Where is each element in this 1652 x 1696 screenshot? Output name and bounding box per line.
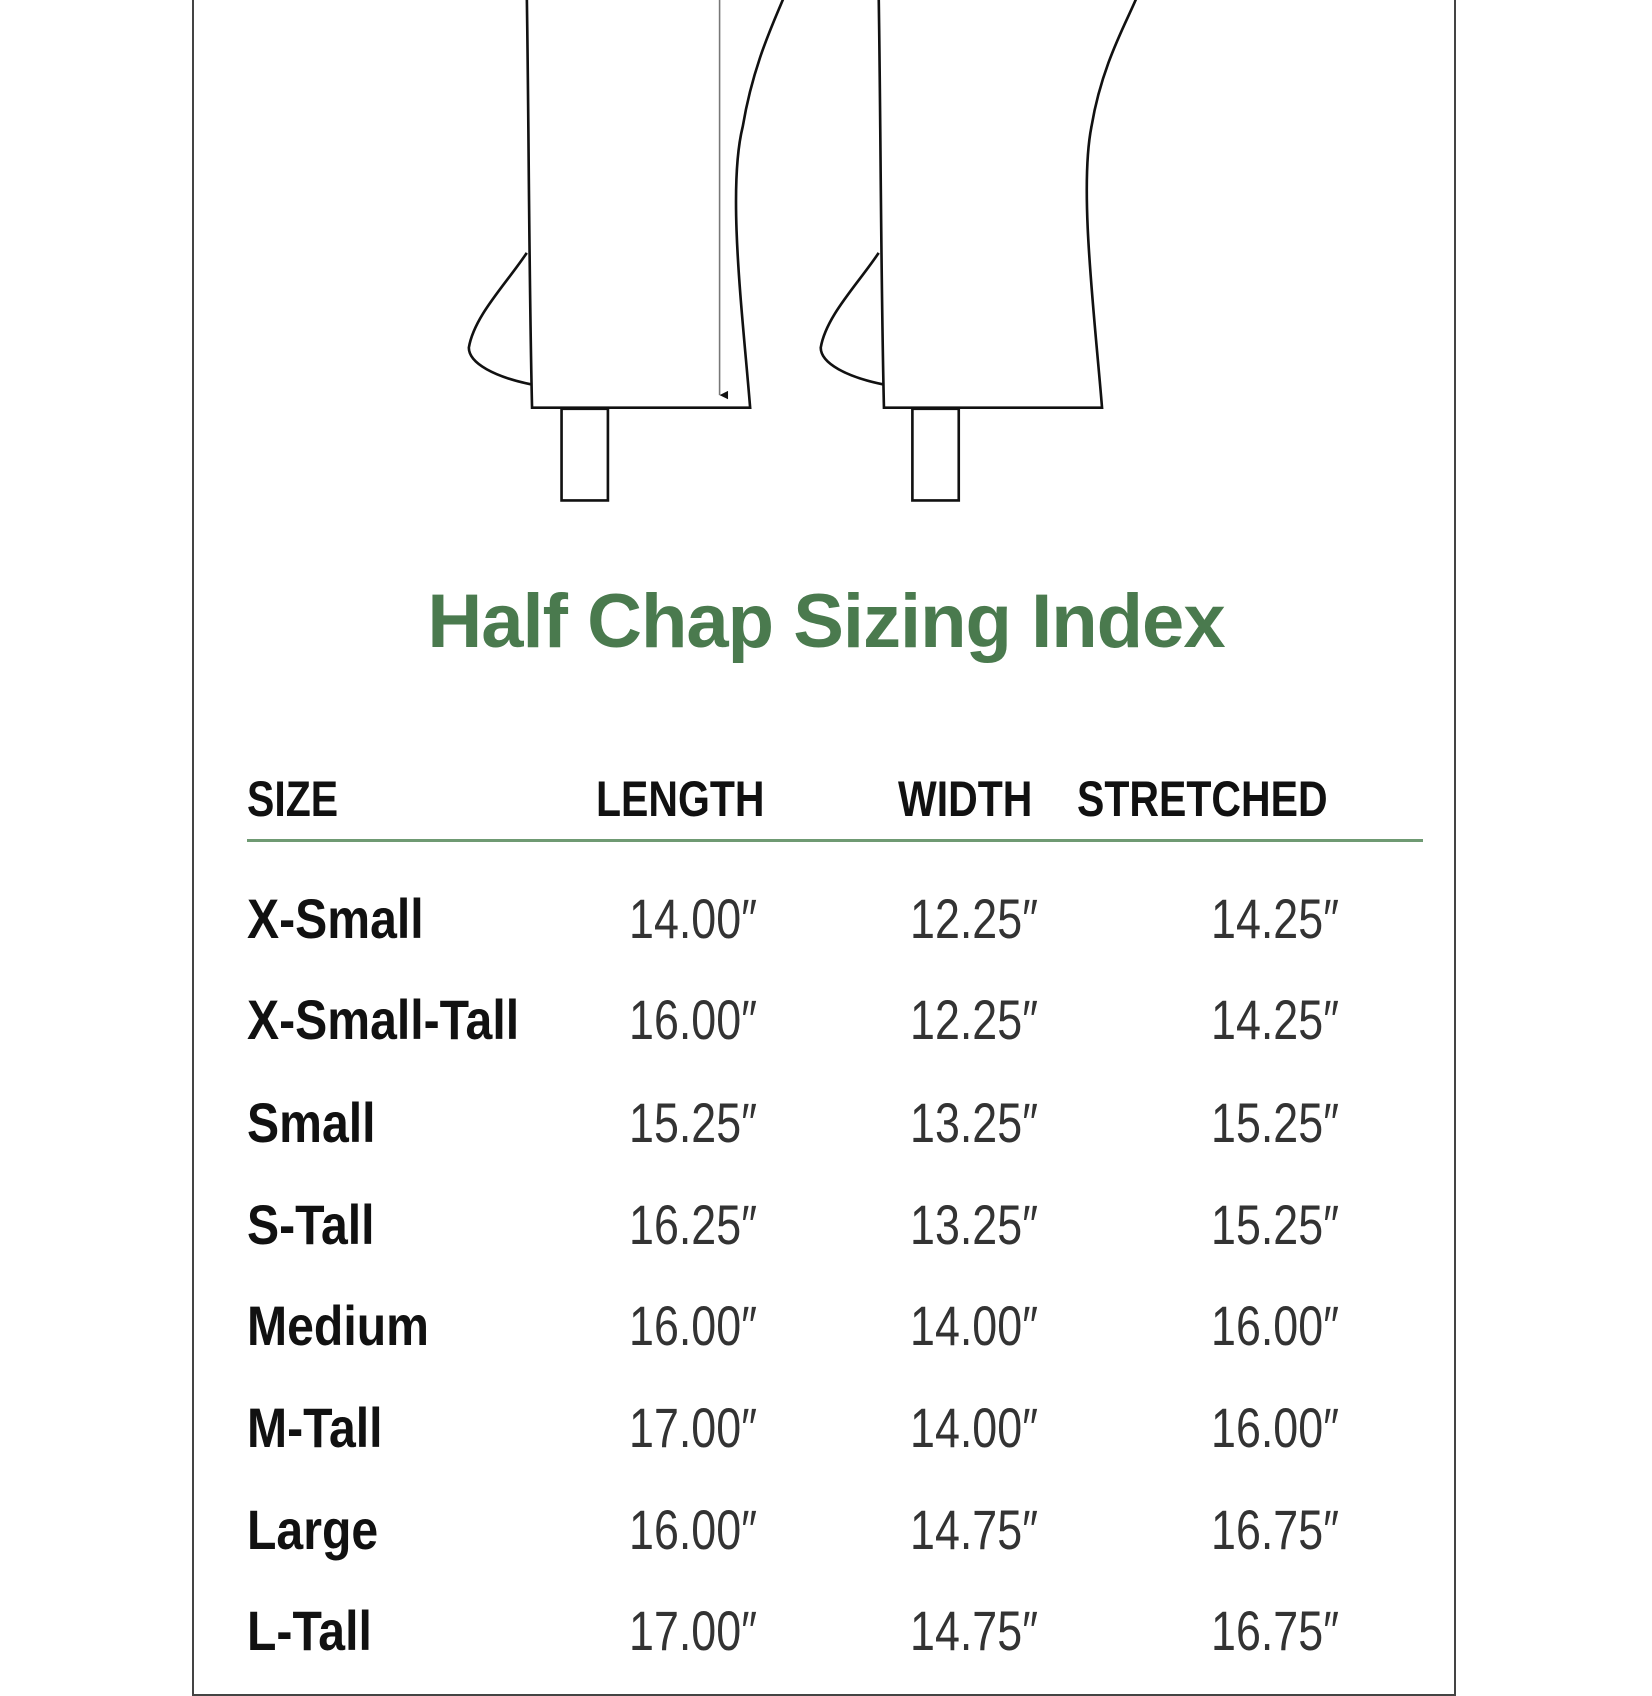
header-size: SIZE <box>247 771 339 827</box>
half-chap-illustration <box>467 0 1138 502</box>
length-cell: 16.00″ <box>629 1498 757 1561</box>
stretched-cell: 15.25″ <box>1211 1193 1339 1256</box>
length-cell: 17.00″ <box>629 1396 757 1459</box>
length-cell: 16.25″ <box>629 1193 757 1256</box>
length-cell: 16.00″ <box>629 1294 757 1357</box>
left-chap <box>467 0 785 502</box>
size-cell: X-Small <box>247 887 424 950</box>
length-cell: 16.00″ <box>629 988 757 1051</box>
width-cell: 14.75″ <box>910 1599 1038 1662</box>
width-cell: 13.25″ <box>910 1091 1038 1154</box>
length-cell: 17.00″ <box>629 1599 757 1662</box>
stretched-cell: 16.00″ <box>1211 1294 1339 1357</box>
width-cell: 12.25″ <box>910 988 1038 1051</box>
stretched-cell: 15.25″ <box>1211 1091 1339 1154</box>
width-cell: 13.25″ <box>910 1193 1038 1256</box>
size-cell: Medium <box>247 1294 429 1357</box>
size-cell: S-Tall <box>247 1193 375 1256</box>
size-cell: M-Tall <box>247 1396 383 1459</box>
header-stretched: STRETCHED <box>1077 771 1328 827</box>
length-cell: 15.25″ <box>629 1091 757 1154</box>
stretched-cell: 16.75″ <box>1211 1498 1339 1561</box>
length-cell: 14.00″ <box>629 887 757 950</box>
width-cell: 14.00″ <box>910 1294 1038 1357</box>
size-cell: Large <box>247 1498 379 1561</box>
stretched-cell: 14.25″ <box>1211 988 1339 1051</box>
width-cell: 14.75″ <box>910 1498 1038 1561</box>
right-chap <box>819 0 1138 502</box>
stretched-cell: 16.75″ <box>1211 1599 1339 1662</box>
header-length: LENGTH <box>596 771 765 827</box>
stretched-cell: 16.00″ <box>1211 1396 1339 1459</box>
width-cell: 12.25″ <box>910 887 1038 950</box>
page-title: Half Chap Sizing Index <box>427 579 1225 664</box>
size-cell: X-Small-Tall <box>247 988 520 1051</box>
header-divider <box>247 839 1423 842</box>
stretched-cell: 14.25″ <box>1211 887 1339 950</box>
size-cell: L-Tall <box>247 1599 372 1662</box>
header-width: WIDTH <box>898 771 1033 827</box>
width-cell: 14.00″ <box>910 1396 1038 1459</box>
size-cell: Small <box>247 1091 376 1154</box>
